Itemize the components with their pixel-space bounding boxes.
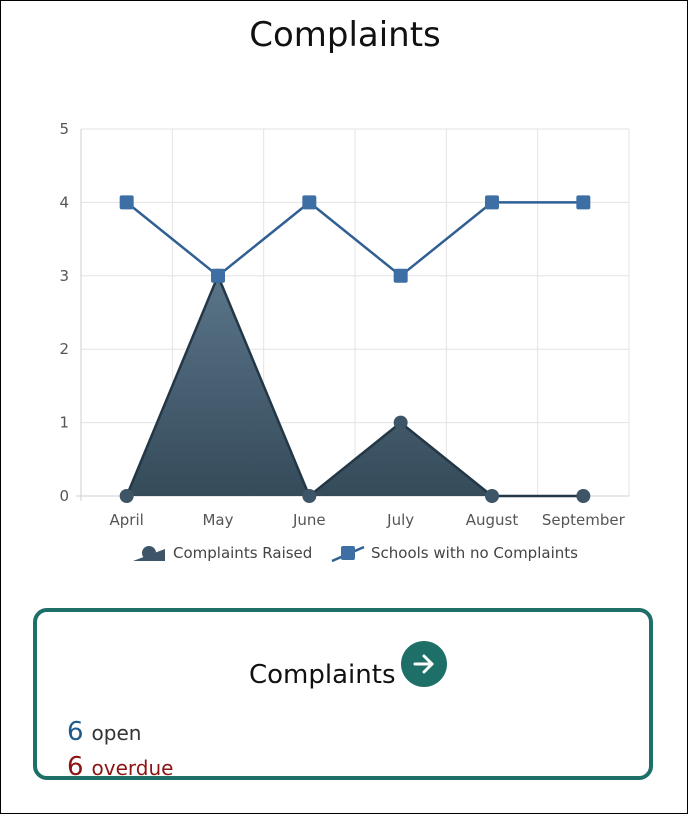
y-tick-label: 4: [59, 193, 69, 211]
complaints-summary-card[interactable]: Complaints 6 open 6 overdue: [33, 608, 653, 782]
schools-no-complaints-point: [302, 195, 317, 210]
complaints-raised-point: [302, 489, 317, 503]
open-stat: 6 open: [67, 717, 141, 747]
complaints-raised-point: [485, 489, 499, 503]
y-tick-label: 0: [59, 487, 69, 505]
x-tick-label: September: [542, 511, 626, 529]
legend-marker-schools-no-complaints: [341, 546, 355, 560]
legend-marker-complaints-raised: [142, 546, 156, 560]
schools-no-complaints-point: [211, 268, 225, 283]
page-title: Complaints: [249, 15, 441, 55]
y-tick-label: 1: [59, 414, 69, 432]
x-tick-label: June: [292, 511, 326, 529]
complaints-chart: 0 1 2 3 4 5 April May June July August September Com…: [59, 120, 630, 563]
y-tick-label: 2: [59, 340, 69, 358]
complaints-raised-line: [125, 274, 584, 498]
schools-no-complaints-point: [119, 195, 134, 210]
arrow-right-icon[interactable]: [401, 641, 447, 687]
x-tick-label: July: [386, 511, 414, 529]
y-tick-label: 3: [59, 267, 69, 285]
y-tick-label: 5: [59, 120, 69, 138]
overdue-count: 6: [67, 752, 84, 782]
complaints-raised-point: [393, 415, 408, 430]
complaints-raised-point: [119, 489, 134, 503]
complaints-raised-point: [576, 489, 591, 503]
card-title: Complaints: [249, 660, 396, 690]
x-tick-label: August: [466, 511, 519, 529]
schools-no-complaints-point: [393, 268, 408, 283]
open-label: open: [91, 721, 142, 745]
schools-no-complaints-line: [125, 201, 584, 278]
overdue-stat: 6 overdue: [67, 752, 173, 782]
open-count: 6: [67, 717, 84, 747]
x-tick-label: May: [202, 511, 233, 529]
x-tick-label: April: [110, 511, 144, 529]
overdue-label: overdue: [91, 756, 174, 780]
schools-no-complaints-point: [576, 195, 591, 210]
legend-label-complaints-raised: Complaints Raised: [173, 544, 312, 562]
schools-no-complaints-point: [485, 195, 499, 210]
legend-label-schools-no-complaints: Schools with no Complaints: [371, 544, 578, 562]
